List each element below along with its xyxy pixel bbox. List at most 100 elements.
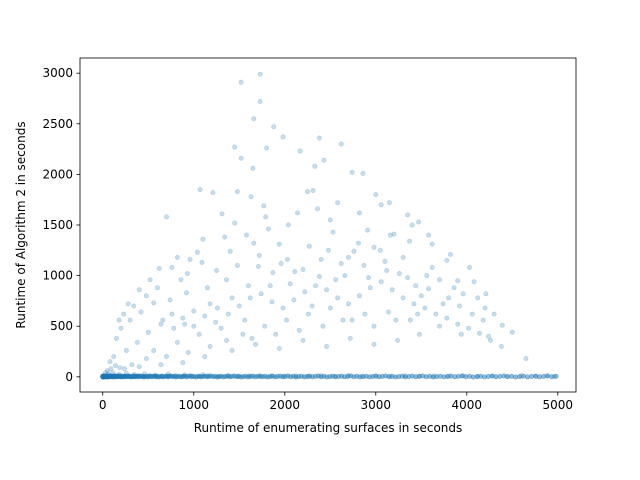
scatter-point	[451, 285, 457, 291]
scatter-point	[321, 157, 327, 163]
scatter-point	[362, 311, 368, 317]
scatter-point	[267, 283, 273, 289]
scatter-point	[447, 251, 453, 257]
scatter-point	[107, 359, 113, 365]
scatter-point	[232, 220, 238, 226]
scatter-point	[373, 192, 379, 198]
scatter-point	[113, 335, 119, 341]
scatter-point	[549, 374, 555, 380]
scatter-point	[426, 232, 432, 238]
scatter-point	[455, 278, 461, 284]
scatter-point	[371, 244, 377, 250]
scatter-point	[207, 343, 213, 349]
scatter-point	[440, 301, 446, 307]
scatter-point	[482, 305, 488, 311]
scatter-point	[349, 169, 355, 175]
scatter-point	[160, 317, 166, 323]
scatter-point	[324, 343, 330, 349]
scatter-point	[345, 301, 351, 307]
scatter-point	[300, 337, 306, 343]
scatter-point	[309, 303, 315, 309]
scatter-point	[409, 222, 415, 228]
y-axis-ticks: 0 500 1000 1500 2000 2500 3000	[42, 66, 80, 384]
scatter-point	[407, 317, 413, 323]
scatter-point	[294, 210, 300, 216]
scatter-point	[113, 363, 119, 369]
scatter-point	[371, 323, 377, 329]
scatter-point	[365, 227, 371, 233]
x-tick-label: 0	[99, 398, 107, 412]
scatter-point	[117, 365, 123, 371]
scatter-point	[284, 256, 290, 262]
scatter-point	[318, 256, 324, 262]
scatter-point	[250, 165, 256, 171]
scatter-point	[276, 241, 282, 247]
scatter-point	[271, 124, 277, 130]
scatter-point	[225, 311, 231, 317]
scatter-point	[261, 203, 267, 209]
scatter-point	[194, 249, 200, 255]
scatter-point	[104, 368, 110, 374]
scatter-point	[312, 163, 318, 169]
scatter-point	[156, 265, 162, 271]
scatter-point	[541, 373, 547, 379]
scatter-point	[251, 240, 257, 246]
scatter-point	[218, 325, 224, 331]
scatter-point	[333, 277, 339, 283]
scatter-point	[269, 299, 275, 305]
scatter-point	[491, 311, 497, 317]
scatter-point	[327, 217, 333, 223]
scatter-point	[483, 291, 489, 297]
scatter-point	[458, 331, 464, 337]
scatter-point	[191, 323, 197, 329]
baseline-band-layer	[100, 373, 559, 380]
scatter-point	[382, 258, 388, 264]
scatter-point	[158, 321, 164, 327]
scatter-point	[486, 333, 492, 339]
scatter-point	[400, 295, 406, 301]
scatter-point	[238, 155, 244, 161]
y-tick-label: 500	[50, 319, 73, 333]
scatter-point	[247, 295, 253, 301]
scatter-point	[471, 279, 477, 285]
scatter-point	[207, 301, 213, 307]
scatter-point	[219, 211, 225, 217]
scatter-point	[182, 321, 188, 327]
scatter-point	[197, 187, 203, 193]
scatter-point	[405, 275, 411, 281]
scatter-point	[244, 232, 250, 238]
scatter-point	[523, 356, 529, 362]
scatter-point	[387, 232, 393, 238]
scatter-point	[371, 341, 377, 347]
scatter-point	[240, 331, 246, 337]
x-axis-title: Runtime of enumerating surfaces in secon…	[194, 421, 463, 435]
scatter-point	[509, 329, 515, 335]
scatter-point	[145, 329, 151, 335]
scatter-point	[210, 190, 216, 196]
scatter-point	[257, 99, 263, 105]
scatter-point	[229, 295, 235, 301]
scatter-point	[151, 347, 157, 353]
scatter-point	[138, 309, 144, 315]
scatter-point	[314, 206, 320, 212]
scatter-point	[310, 188, 316, 194]
scatter-point	[411, 301, 417, 307]
scatter-point	[171, 325, 177, 331]
scatter-point	[258, 291, 264, 297]
scatter-point	[264, 145, 270, 151]
scatter-point	[424, 273, 430, 279]
scatter-point	[532, 373, 538, 379]
y-tick-label: 1500	[42, 218, 73, 232]
scatter-point	[180, 315, 186, 321]
scatter-point	[313, 283, 319, 289]
scatter-point	[305, 311, 311, 317]
scatter-point	[202, 313, 208, 319]
x-axis-ticks: 0 1000 2000 3000 4000 5000	[99, 392, 573, 412]
scatter-point	[229, 347, 235, 353]
scatter-point	[202, 354, 208, 360]
scatter-point	[292, 269, 298, 275]
scatter-point	[151, 300, 157, 306]
scatter-point	[253, 341, 259, 347]
scatter-point	[416, 331, 422, 337]
